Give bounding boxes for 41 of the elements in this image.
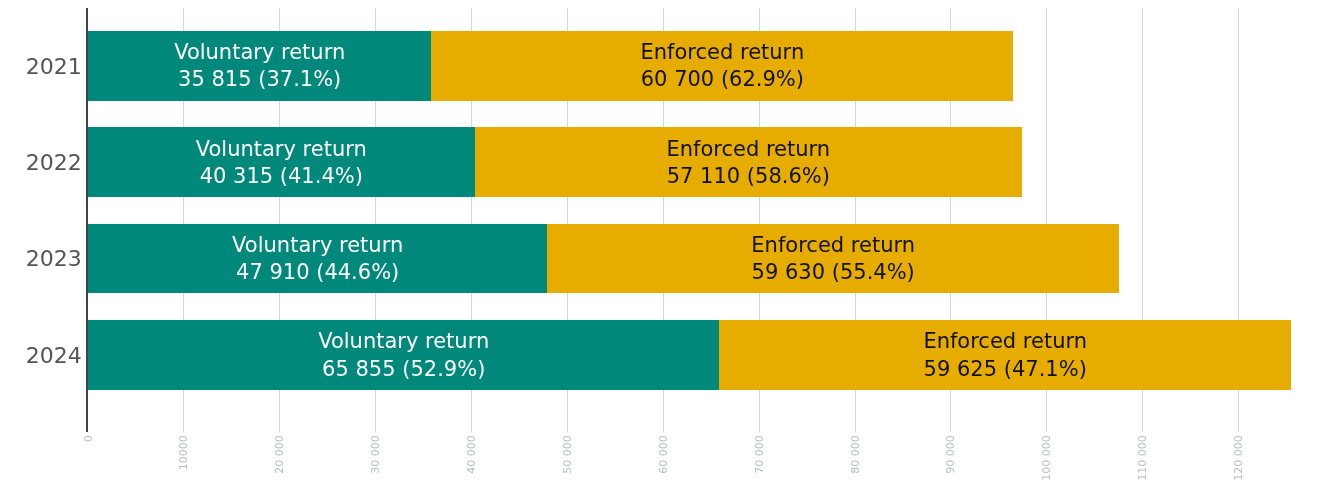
data-label: 59 625 (47.1%) [923,356,1087,381]
bar [88,320,720,390]
bar [474,127,1023,197]
text: Voluntary return [195,136,367,161]
x-tick-label: 20 000 [273,435,287,474]
y-tick-label: 2024 [25,342,82,368]
text: Voluntary return [232,232,404,257]
y-tick-label: 2021 [25,53,82,79]
x-tick-label: 80 000 [848,435,862,474]
text: Enforced return [666,136,831,161]
x-tick-label: 70 000 [752,435,766,474]
x-tick-label: 30 000 [369,435,383,474]
bar [719,320,1292,390]
bar [88,223,548,294]
bar [88,127,475,197]
bar [547,223,1120,294]
text: Voluntary return [174,40,346,65]
data-label: 65 855 (52.9%) [322,356,486,381]
data-label: 47 910 (44.6%) [236,260,400,285]
x-tick-label: 40 000 [465,435,479,474]
series-label: Voluntary return [318,329,490,354]
x-tick-label: 10000 [177,435,191,471]
bar [431,31,1014,101]
data-label: 60 700 (62.9%) [640,67,804,92]
data-label: 57 110 (58.6%) [666,163,830,188]
x-tick-label: 50 000 [560,435,574,474]
y-tick-label: 2022 [25,149,82,175]
x-tick-label: 100 000 [1040,435,1054,481]
bar [88,31,432,101]
x-tick-label: 0 [81,435,95,443]
text: Enforced return [751,232,916,257]
x-tick-label: 120 000 [1232,435,1246,481]
series-label: Enforced return [923,329,1088,354]
y-tick-label: 2023 [25,246,82,272]
data-label: 59 630 (55.4%) [751,260,915,285]
text: Enforced return [640,40,805,65]
x-tick-label: 90 000 [944,435,958,474]
data-label: 40 315 (41.4%) [199,163,363,188]
x-tick-label: 60 000 [656,435,670,474]
x-tick-label: 110 000 [1136,435,1150,481]
data-label: 35 815 (37.1%) [178,67,342,92]
